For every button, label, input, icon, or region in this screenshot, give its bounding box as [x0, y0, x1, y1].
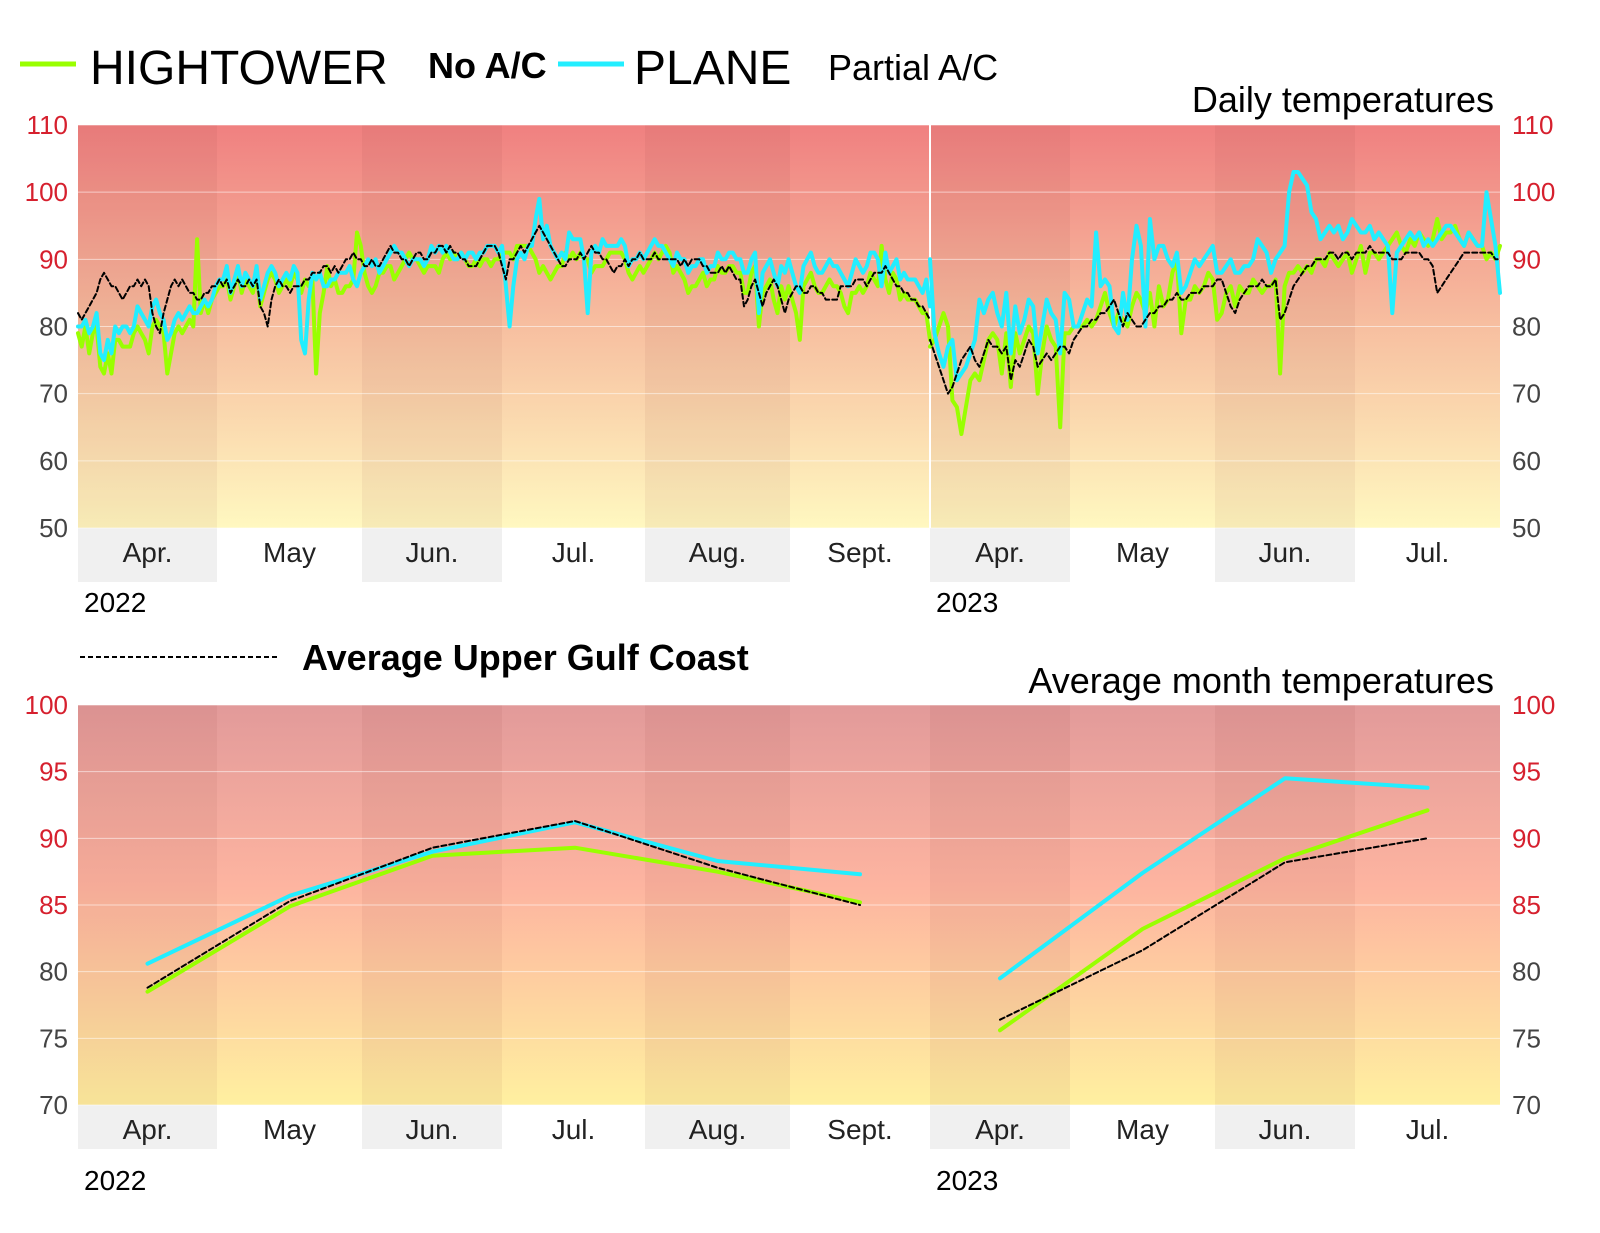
legend-plane-name: PLANE	[634, 42, 791, 95]
series-line-plane	[998, 776, 1430, 981]
y-tick-label-left: 70	[39, 1090, 68, 1120]
month-label-band	[1215, 528, 1355, 582]
y-tick-label-left: 85	[39, 890, 68, 920]
panel-title: Daily temperatures	[1192, 79, 1494, 120]
daily-temperatures-panel: 50 50 60 60 70 70 80 80 90 90 100 100 110 110 Apr. May J…	[25, 79, 1556, 618]
month-label: Sept.	[827, 537, 892, 568]
month-label: Jul.	[552, 537, 596, 568]
month-label: Sept.	[827, 1114, 892, 1145]
y-tick-label-right: 80	[1512, 957, 1541, 987]
y-tick-label-left: 70	[39, 379, 68, 409]
year-label: 2022	[84, 587, 146, 618]
month-label-band	[645, 1105, 790, 1149]
year-label: 2022	[84, 1165, 146, 1196]
year-label: 2023	[936, 587, 998, 618]
month-label: Apr.	[975, 1114, 1025, 1145]
month-label: Jun.	[406, 537, 459, 568]
y-tick-label-left: 50	[39, 513, 68, 543]
y-tick-label-right: 60	[1512, 446, 1541, 476]
y-tick-label-left: 60	[39, 446, 68, 476]
month-label-band	[78, 528, 217, 582]
y-tick-label-left: 75	[39, 1023, 68, 1053]
month-label: Apr.	[123, 1114, 173, 1145]
y-tick-label-left: 95	[39, 757, 68, 787]
month-label: Jul.	[552, 1114, 596, 1145]
month-label-band	[1215, 1105, 1355, 1149]
panel-title: Average month temperatures	[1028, 660, 1494, 701]
y-tick-label-left: 110	[27, 110, 68, 140]
y-tick-label-right: 90	[1512, 244, 1541, 274]
legend-hightower-note: No A/C	[428, 45, 547, 86]
y-tick-label-right: 100	[1512, 690, 1555, 720]
y-tick-label-left: 90	[39, 823, 68, 853]
y-tick-label-right: 70	[1512, 1090, 1541, 1120]
month-label: Jun.	[1259, 1114, 1312, 1145]
series-line-hightower	[145, 845, 862, 994]
legend-plane-note: Partial A/C	[828, 47, 998, 88]
series-line-hightower	[928, 217, 1502, 436]
month-label: Jul.	[1406, 537, 1450, 568]
month-label: Jun.	[1259, 537, 1312, 568]
series-line-average-upper-gulf-coast	[999, 837, 1429, 1021]
y-tick-label-left: 100	[25, 177, 68, 207]
month-label: May	[1116, 1114, 1169, 1145]
y-tick-label-right: 80	[1512, 312, 1541, 342]
series-line-average-upper-gulf-coast	[929, 244, 1501, 395]
y-tick-label-right: 70	[1512, 379, 1541, 409]
month-label: May	[263, 1114, 316, 1145]
y-tick-label-right: 100	[1512, 177, 1555, 207]
series-line-average-upper-gulf-coast	[146, 820, 861, 989]
y-tick-label-left: 90	[39, 244, 68, 274]
month-label-band	[78, 1105, 217, 1149]
y-tick-label-left: 100	[25, 690, 68, 720]
legend: HIGHTOWER No A/C PLANE Partial A/C Avera…	[20, 42, 998, 678]
legend-hightower-name: HIGHTOWER	[90, 42, 388, 95]
y-tick-label-left: 80	[39, 957, 68, 987]
series-line-plane	[928, 170, 1502, 383]
month-label-band	[930, 528, 1070, 582]
month-label: Jul.	[1406, 1114, 1450, 1145]
y-tick-label-right: 75	[1512, 1023, 1541, 1053]
y-tick-label-right: 90	[1512, 823, 1541, 853]
monthly-temperatures-panel: 70 70 75 75 80 80 85 85 90 90 95 95 100 100 Apr. May Jun…	[25, 660, 1556, 1196]
month-label: Aug.	[689, 537, 747, 568]
y-tick-label-right: 50	[1512, 513, 1541, 543]
month-label: May	[1116, 537, 1169, 568]
month-label: Apr.	[123, 537, 173, 568]
month-label-band	[362, 528, 502, 582]
series-line-hightower	[998, 808, 1430, 1033]
y-tick-label-right: 95	[1512, 757, 1541, 787]
series-line-average-upper-gulf-coast	[77, 224, 931, 335]
y-tick-label-right: 85	[1512, 890, 1541, 920]
month-label-band	[362, 1105, 502, 1149]
month-label-band	[930, 1105, 1070, 1149]
year-label: 2023	[936, 1165, 998, 1196]
legend-average-name: Average Upper Gulf Coast	[302, 637, 749, 678]
month-label: Aug.	[689, 1114, 747, 1145]
y-tick-label-left: 80	[39, 312, 68, 342]
month-label: Apr.	[975, 537, 1025, 568]
y-tick-label-right: 110	[1512, 110, 1553, 140]
month-label: May	[263, 537, 316, 568]
month-label-band	[645, 528, 790, 582]
series-line-plane	[145, 820, 862, 966]
month-label: Jun.	[406, 1114, 459, 1145]
